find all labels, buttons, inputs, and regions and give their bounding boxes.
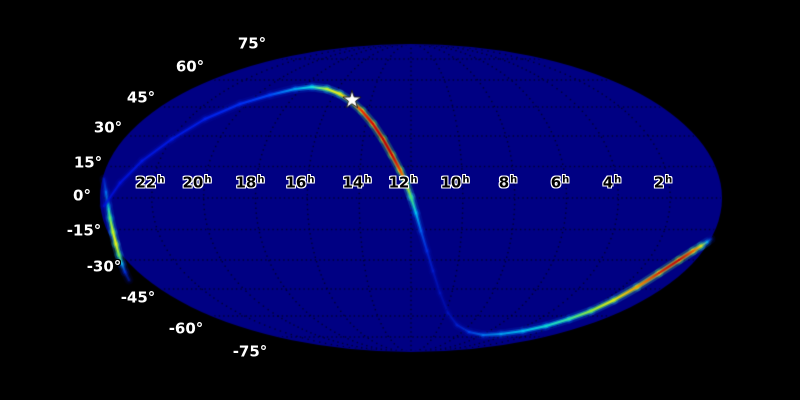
dec-label-60: 60° bbox=[175, 57, 205, 76]
dec-label-45: 45° bbox=[126, 88, 156, 107]
dec-label--15: -15° bbox=[66, 221, 102, 240]
dec-label--45: -45° bbox=[120, 288, 156, 307]
dec-label--60: -60° bbox=[168, 319, 204, 338]
ra-label-10h: 10h bbox=[440, 173, 470, 192]
ra-label-22h: 22h bbox=[135, 173, 165, 192]
ra-label-20h: 20h bbox=[182, 173, 212, 192]
dec-label-30: 30° bbox=[93, 118, 123, 137]
ra-label-12h: 12h bbox=[388, 173, 418, 192]
ra-label-6h: 6h bbox=[550, 173, 570, 192]
dec-label-0: 0° bbox=[73, 186, 91, 205]
ra-label-4h: 4h bbox=[602, 173, 622, 192]
dec-label-75: 75° bbox=[237, 34, 267, 53]
dec-label--30: -30° bbox=[86, 257, 122, 276]
ra-label-18h: 18h bbox=[235, 173, 265, 192]
dec-label--75: -75° bbox=[232, 342, 268, 361]
dec-label-15: 15° bbox=[73, 153, 103, 172]
ra-label-14h: 14h bbox=[342, 173, 372, 192]
ra-label-16h: 16h bbox=[285, 173, 315, 192]
ra-label-2h: 2h bbox=[653, 173, 673, 192]
ra-label-8h: 8h bbox=[498, 173, 518, 192]
